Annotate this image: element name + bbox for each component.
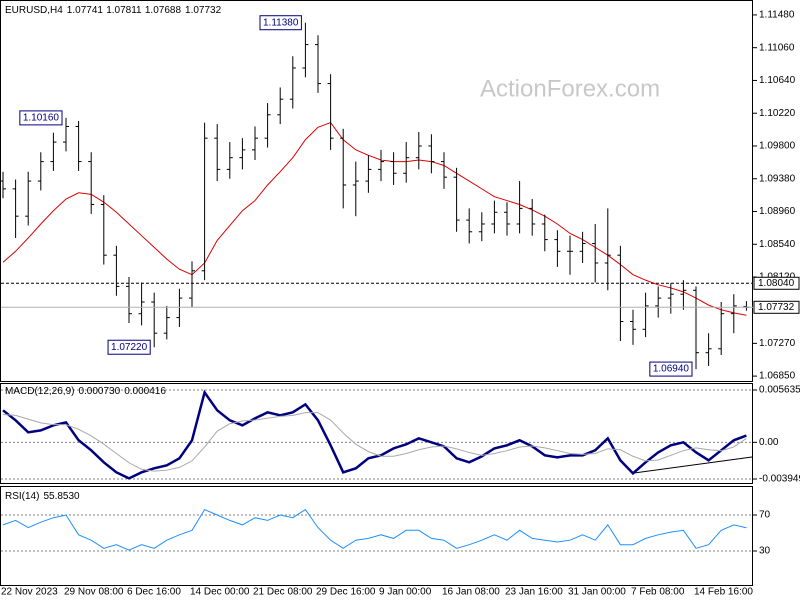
indicator-line: [2, 508, 747, 551]
ohlc-open: 1.07741: [67, 5, 104, 16]
ohlc-high: 1.07811: [106, 5, 142, 16]
x-tick-label: 21 Dec 08:00: [253, 587, 313, 598]
symbol: EURUSD,H4: [5, 5, 63, 16]
level-label-box: [753, 276, 800, 290]
y-tick-label: 1.08540: [759, 239, 796, 250]
indicator-header: RSI(14) 55.8530: [5, 491, 80, 502]
x-tick-label: 9 Jan 00:00: [379, 587, 432, 598]
y-tick-label: 0.00: [759, 437, 779, 448]
indicator-line: [2, 389, 747, 480]
ohlc-close: 1.07732: [185, 5, 222, 16]
annotation-label: 1.07220: [111, 342, 148, 353]
x-tick-label: 31 Jan 00:00: [568, 587, 626, 598]
indicator-readout: 0.000730: [78, 386, 120, 397]
y-tick-label: -0.003949: [759, 474, 800, 485]
x-tick-label: 14 Feb 16:00: [694, 587, 753, 598]
x-tick-label: 14 Dec 00:00: [190, 587, 250, 598]
macd-panel-frame: [0, 383, 753, 484]
rsi-panel-frame: [0, 486, 753, 586]
y-tick-label: 1.10220: [759, 108, 796, 119]
watermark: ActionForex.com: [480, 75, 660, 102]
y-tick-label: 1.08960: [759, 206, 796, 217]
level-label: 1.08040: [758, 278, 795, 289]
x-tick-label: 29 Dec 16:00: [316, 587, 376, 598]
annotation-label: 1.11380: [263, 17, 299, 28]
last-price-label: 1.07732: [758, 302, 795, 313]
indicator-readout: 55.8530: [43, 491, 80, 502]
y-tick-label: 1.06850: [759, 371, 796, 382]
macd-trendline: [633, 456, 753, 474]
x-tick-label: 7 Feb 08:00: [631, 587, 685, 598]
y-tick-label: 1.09800: [759, 141, 796, 152]
last-price-box: [753, 300, 800, 314]
annotation-box: [107, 339, 151, 355]
price-header: EURUSD,H4 1.07741 1.07811 1.07688 1.07732: [5, 5, 222, 16]
moving-average: [2, 121, 747, 316]
x-tick-label: 6 Dec 16:00: [127, 587, 181, 598]
indicator-readout: 0.000416: [124, 386, 166, 397]
x-tick-label: 29 Nov 08:00: [64, 587, 124, 598]
y-tick-label: 0.005635: [759, 385, 800, 396]
y-tick-label: 1.10640: [759, 75, 796, 86]
x-tick-label: 22 Nov 2023: [1, 587, 58, 598]
indicator-header: MACD(12,26,9) 0.000730 0.000416: [5, 386, 166, 397]
y-tick-label: 1.09380: [759, 173, 796, 184]
x-tick-label: 23 Jan 16:00: [505, 587, 563, 598]
annotation-box: [259, 15, 302, 31]
y-tick-label: 30: [759, 546, 771, 557]
price-panel-frame: [0, 0, 753, 382]
annotation-label: 1.06940: [653, 364, 690, 375]
y-tick-label: 1.07270: [759, 338, 796, 349]
y-tick-label: 1.11060: [759, 42, 795, 53]
annotation-label: 1.10160: [23, 113, 60, 124]
indicator-line: [2, 412, 747, 472]
y-tick-label: 70: [759, 510, 771, 521]
annotation-box: [19, 110, 63, 126]
indicator-name: RSI(14): [5, 491, 39, 502]
annotation-box: [649, 361, 693, 377]
indicator-name: MACD(12,26,9): [5, 386, 74, 397]
y-tick-label: 1.11480: [759, 10, 795, 21]
x-tick-label: 16 Jan 08:00: [442, 587, 500, 598]
ohlc-low: 1.07688: [145, 5, 182, 16]
